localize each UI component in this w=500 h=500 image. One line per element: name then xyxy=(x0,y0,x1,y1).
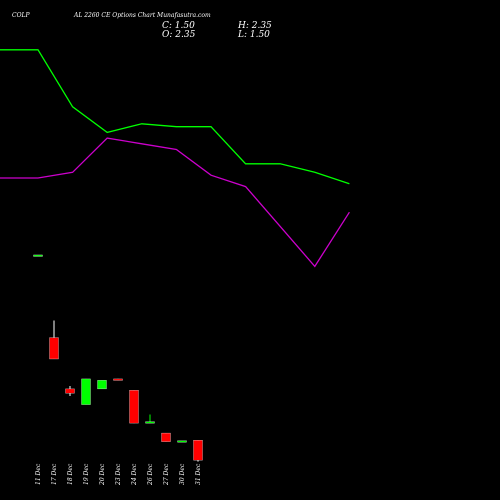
x-tick-label: 18 Dec xyxy=(67,463,74,485)
candle xyxy=(161,432,171,442)
x-tick-label: 30 Dec xyxy=(179,463,186,485)
candle xyxy=(49,337,59,360)
candle xyxy=(177,440,187,443)
x-tick-label: 27 Dec xyxy=(163,463,170,486)
candle xyxy=(193,440,203,461)
candle xyxy=(33,254,43,257)
close-value: C: 1.50 xyxy=(162,21,195,31)
x-tick-label: 11 Dec xyxy=(35,463,42,485)
candle xyxy=(113,378,123,381)
x-tick-label: 24 Dec xyxy=(131,463,138,486)
low-value: L: 1.50 xyxy=(238,30,270,40)
candle xyxy=(65,388,75,394)
candle xyxy=(129,390,139,424)
symbol-label: COLP xyxy=(12,12,30,19)
chart-subtitle: AL 2260 CE Options Chart Munafasutra.com xyxy=(74,12,211,19)
candle xyxy=(145,421,155,424)
x-tick-label: 26 Dec xyxy=(147,463,154,486)
open-value: O: 2.35 xyxy=(162,30,196,40)
indicator-line-1 xyxy=(0,49,350,185)
x-tick-label: 19 Dec xyxy=(83,463,90,485)
x-tick-label: 23 Dec xyxy=(115,463,122,486)
x-tick-label: 20 Dec xyxy=(99,463,106,486)
candle xyxy=(81,378,91,405)
x-tick-label: 31 Dec xyxy=(195,463,202,485)
x-tick-label: 17 Dec xyxy=(51,463,58,485)
indicator-line-2 xyxy=(0,137,350,268)
high-value: H: 2.35 xyxy=(238,21,272,31)
candle xyxy=(97,380,107,390)
